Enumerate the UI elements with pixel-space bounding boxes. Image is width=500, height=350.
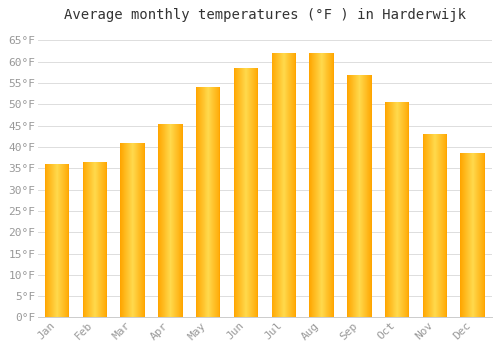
Bar (446, 134, 448, 317)
Bar (347, 75, 348, 317)
Bar (295, 53, 296, 317)
Bar (484, 153, 485, 317)
Bar (385, 102, 386, 317)
Bar (82, 162, 84, 317)
Bar (44, 164, 46, 317)
Bar (460, 153, 462, 317)
Bar (158, 124, 159, 317)
Bar (106, 162, 107, 317)
Bar (68, 164, 70, 317)
Bar (196, 88, 197, 317)
Bar (422, 134, 424, 317)
Title: Average monthly temperatures (°F ) in Harderwijk: Average monthly temperatures (°F ) in Ha… (64, 8, 466, 22)
Bar (120, 143, 122, 317)
Bar (408, 102, 410, 317)
Bar (370, 75, 372, 317)
Bar (144, 143, 145, 317)
Bar (333, 53, 334, 317)
